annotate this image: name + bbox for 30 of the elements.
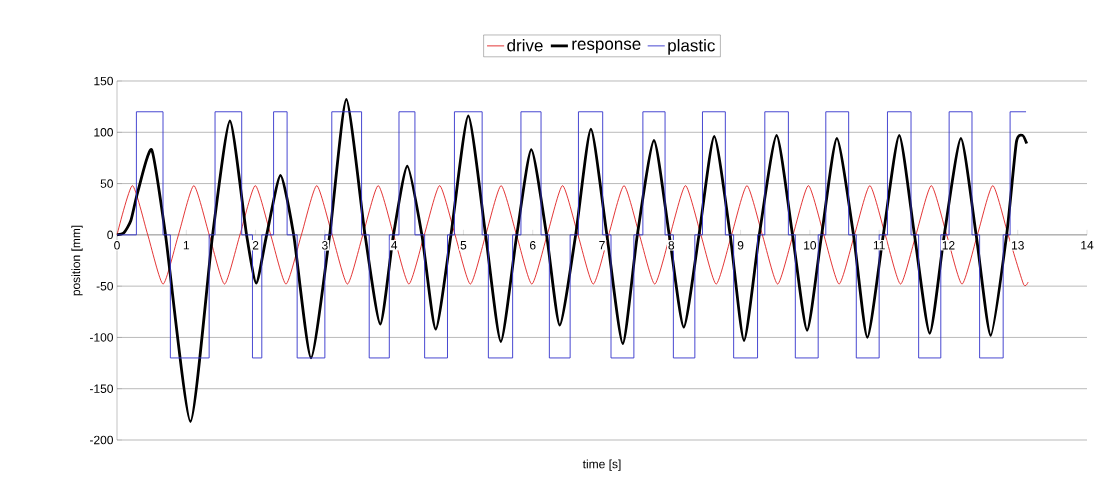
y-tick-label: 0 <box>107 230 114 240</box>
y-tick-label: 150 <box>94 76 113 86</box>
x-tick-label: 0 <box>114 241 120 250</box>
x-tick-label: 7 <box>599 241 605 250</box>
x-tick-label: 4 <box>391 241 398 250</box>
y-axis-title: position [mm] <box>71 225 83 296</box>
x-tick-label: 5 <box>460 241 467 250</box>
x-tick-label: 8 <box>668 241 675 250</box>
y-tick-label: -200 <box>89 435 113 445</box>
x-tick-label: 3 <box>321 241 328 250</box>
y-tick-label: -50 <box>96 281 113 291</box>
legend-label: drive <box>507 38 543 52</box>
x-tick-label: 12 <box>942 241 955 250</box>
x-tick-label: 6 <box>529 241 536 250</box>
x-tick-label: 13 <box>1011 241 1024 250</box>
x-tick-label: 2 <box>252 241 259 250</box>
line-series <box>115 98 1029 423</box>
x-tick-label: 14 <box>1081 241 1094 250</box>
y-tick-label: 100 <box>94 128 113 137</box>
x-tick-label: 9 <box>737 241 744 250</box>
legend-label: response <box>572 40 641 54</box>
x-tick-label: 1 <box>183 241 190 250</box>
x-tick-label: 11 <box>873 241 885 250</box>
y-tick-label: 50 <box>100 179 113 188</box>
x-axis-title: time [s] <box>582 459 621 471</box>
x-tick-label: 10 <box>804 241 817 250</box>
legend-label: plastic <box>668 38 715 55</box>
y-tick-label: -100 <box>89 333 113 342</box>
line-series <box>116 185 1029 285</box>
y-tick-label: -150 <box>89 384 113 393</box>
